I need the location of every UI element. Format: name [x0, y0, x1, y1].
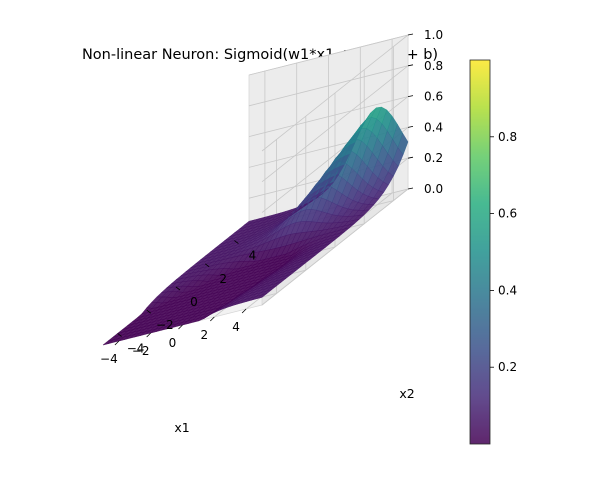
y-tick-label: −4	[127, 341, 145, 355]
gridline-z-rightwall	[261, 34, 409, 152]
colorbar-ticks: 0.2 0.4 0.6 0.8	[490, 130, 517, 374]
y-axis-label: x2	[399, 386, 414, 401]
tick-mark	[241, 308, 247, 314]
colorbar-tick-label: 0.4	[498, 283, 517, 297]
y-tick-label: 0	[190, 295, 198, 309]
tick-mark	[407, 187, 414, 190]
z-tick-label: 0.2	[424, 151, 443, 165]
tick-mark	[114, 340, 120, 346]
y-tick-label: 2	[219, 272, 227, 286]
tick-mark	[178, 324, 183, 330]
y-tick-label: −2	[156, 318, 174, 332]
gridline-z-leftwall	[248, 34, 409, 76]
tick-mark	[234, 240, 239, 244]
tick-mark	[117, 333, 122, 337]
gridline-z-leftwall	[248, 65, 409, 107]
gridline-z-leftwall	[248, 96, 409, 137]
surface-patch	[102, 339, 114, 346]
tick-mark	[210, 316, 215, 322]
colorbar-tick-label: 0.2	[498, 360, 517, 374]
y-tick-label: 4	[249, 249, 257, 263]
z-tick-label: 0.4	[424, 120, 443, 134]
colorbar-tick-label: 0.8	[498, 130, 517, 144]
z-tick-label: 0.0	[424, 182, 443, 196]
z-tick-label: 0.8	[424, 59, 443, 73]
x-tick-label: 2	[200, 328, 208, 342]
gridline-z-rightwall	[261, 188, 409, 306]
z-tick-label: 1.0	[424, 28, 443, 42]
colorbar	[469, 59, 491, 445]
tick-mark	[407, 126, 414, 128]
tick-mark	[175, 286, 181, 291]
x-tick-label: −2	[132, 344, 150, 358]
colorbar-tick-label: 0.6	[498, 207, 517, 221]
tick-mark	[146, 332, 151, 338]
x-axis-label: x1	[174, 420, 189, 435]
tick-mark	[407, 95, 414, 97]
tick-mark	[204, 263, 210, 268]
x-tick-label: 4	[232, 320, 240, 334]
tick-mark	[407, 33, 414, 36]
gridline-z-rightwall	[261, 65, 409, 183]
tick-mark	[407, 64, 414, 67]
tick-mark	[407, 156, 414, 159]
x-tick-label: −4	[100, 352, 118, 366]
z-tick-label: 0.6	[424, 90, 443, 104]
x-tick-label: 0	[169, 336, 177, 350]
sigmoid-surface	[102, 106, 409, 346]
tick-mark	[146, 309, 152, 314]
